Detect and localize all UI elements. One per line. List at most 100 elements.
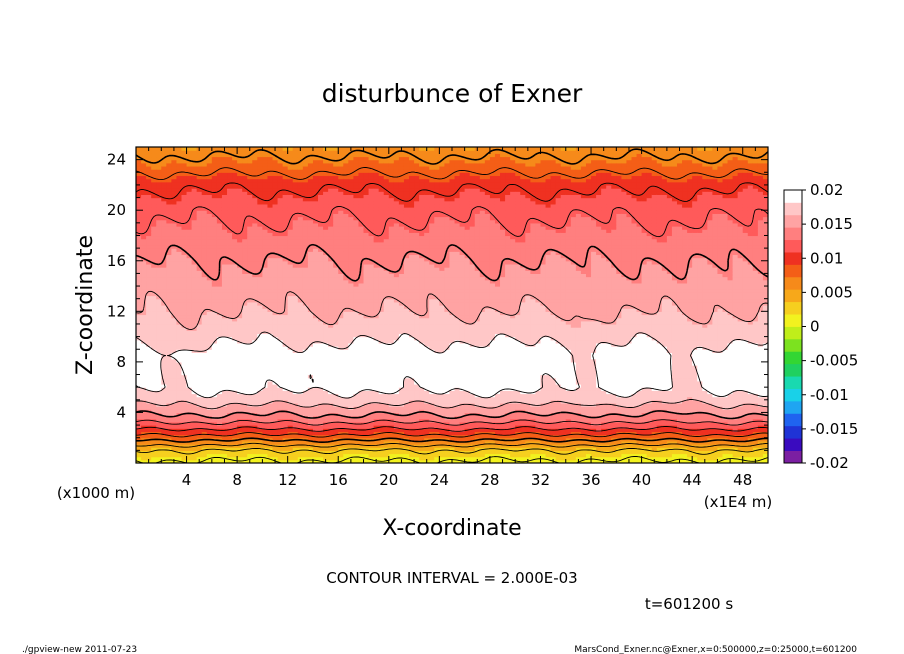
contour-cell	[252, 295, 258, 300]
contour-cell	[227, 251, 233, 256]
contour-cell	[136, 412, 142, 417]
contour-cell	[191, 216, 198, 221]
contour-cell	[232, 327, 238, 331]
contour-cell	[267, 270, 274, 274]
contour-cell	[136, 270, 142, 274]
contour-cell	[161, 286, 167, 290]
contour-cell	[267, 229, 274, 233]
contour-cell	[181, 456, 188, 461]
contour-cell	[247, 191, 253, 195]
contour-cell	[176, 260, 183, 265]
contour-cell	[262, 270, 269, 274]
contour-cell	[156, 232, 162, 237]
contour-cell	[186, 203, 193, 208]
contour-cell	[252, 226, 258, 230]
contour-cell	[176, 330, 183, 335]
contour-cell	[196, 368, 203, 372]
contour-cell	[221, 248, 228, 252]
contour-cell	[196, 440, 203, 445]
contour-cell	[227, 456, 233, 461]
contour-cell	[247, 295, 253, 300]
contour-cell	[181, 365, 188, 369]
contour-cell	[186, 175, 193, 180]
contour-cell	[171, 425, 178, 429]
contour-cell	[211, 279, 218, 284]
contour-cell	[146, 156, 152, 161]
contour-cell	[156, 248, 162, 252]
contour-cell	[201, 162, 208, 167]
contour-cell	[262, 339, 269, 344]
contour-cell	[262, 358, 269, 363]
contour-cell	[267, 434, 274, 439]
contour-cell	[262, 203, 269, 208]
contour-cell	[141, 156, 147, 161]
contour-cell	[161, 169, 167, 173]
contour-cell	[252, 156, 258, 161]
contour-cell	[196, 222, 203, 227]
contour-cell	[191, 393, 198, 398]
contour-cell	[201, 447, 208, 451]
contour-cell	[232, 267, 238, 271]
contour-cell	[227, 267, 233, 271]
contour-cell	[141, 175, 147, 180]
contour-cell	[247, 330, 253, 335]
contour-cell	[181, 267, 188, 271]
contour-cell	[136, 308, 142, 312]
contour-cell	[267, 232, 274, 237]
contour-cell	[267, 241, 274, 246]
contour-cell	[237, 226, 243, 230]
contour-cell	[161, 371, 167, 376]
contour-cell	[186, 358, 193, 363]
contour-cell	[237, 216, 243, 221]
contour-cell	[186, 276, 193, 281]
contour-cell	[176, 371, 183, 376]
contour-cell	[166, 311, 172, 316]
contour-cell	[221, 238, 228, 243]
contour-cell	[221, 289, 228, 293]
contour-cell	[242, 390, 248, 395]
contour-cell	[191, 273, 198, 278]
contour-cell	[166, 197, 172, 202]
contour-cell	[166, 248, 172, 252]
contour-cell	[247, 260, 253, 265]
contour-cell	[161, 346, 167, 350]
contour-cell	[206, 219, 213, 224]
contour-cell	[267, 323, 274, 328]
contour-cell	[237, 191, 243, 195]
contour-cell	[191, 197, 198, 202]
contour-cell	[146, 434, 152, 439]
contour-cell	[216, 279, 223, 284]
contour-cell	[262, 361, 269, 366]
contour-cell	[156, 444, 162, 448]
contour-cell	[146, 267, 152, 271]
contour-cell	[136, 178, 142, 183]
contour-cell	[166, 333, 172, 338]
contour-cell	[267, 459, 274, 463]
contour-cell	[247, 286, 253, 290]
contour-cell	[247, 428, 253, 432]
contour-cell	[232, 320, 238, 325]
contour-cell	[252, 406, 258, 410]
contour-cell	[176, 415, 183, 420]
contour-cell	[262, 431, 269, 436]
contour-cell	[257, 188, 263, 192]
contour-cell	[151, 289, 157, 293]
contour-cell	[206, 289, 213, 293]
contour-cell	[156, 172, 162, 177]
contour-cell	[181, 421, 188, 426]
contour-cell	[141, 308, 147, 312]
contour-cell	[181, 260, 188, 265]
contour-cell	[156, 210, 162, 214]
contour-cell	[206, 377, 213, 382]
contour-cell	[201, 418, 208, 423]
contour-cell	[166, 320, 172, 325]
contour-cell	[211, 188, 218, 192]
contour-cell	[216, 305, 223, 309]
contour-cell	[262, 267, 269, 271]
contour-cell	[232, 244, 238, 249]
contour-cell	[146, 415, 152, 420]
contour-cell	[166, 425, 172, 429]
contour-cell	[161, 301, 167, 306]
contour-cell	[181, 406, 188, 410]
contour-cell	[232, 308, 238, 312]
